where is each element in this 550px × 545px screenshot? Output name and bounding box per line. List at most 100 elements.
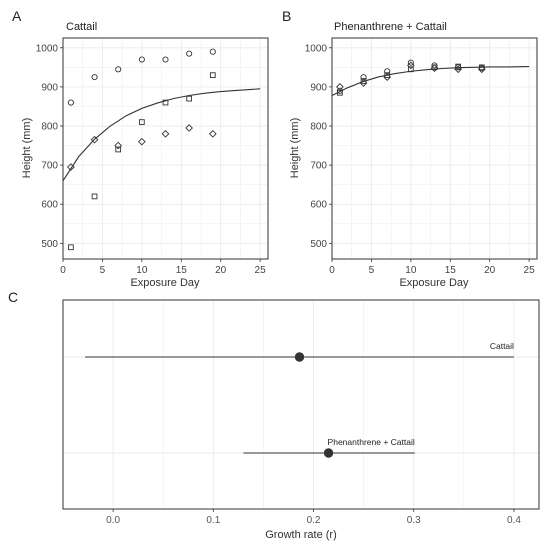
y-tick-label: 700: [310, 161, 327, 172]
x-tick-label: 0: [60, 265, 66, 276]
y-tick-label: 900: [41, 82, 58, 93]
data-point-square: [162, 99, 169, 106]
y-tick-label: 500: [310, 239, 327, 250]
data-point-square: [478, 64, 485, 71]
x-tick-label: 0: [329, 265, 335, 276]
data-point-circle: [67, 99, 74, 106]
y-tick-label: 600: [310, 200, 327, 211]
panel-a-points: [67, 48, 217, 251]
x-tick-label: 0.2: [307, 515, 321, 526]
y-tick-label: 1000: [36, 43, 59, 54]
y-tick-label: 900: [310, 82, 327, 93]
panel-a-ticks: 0 5 10 15 20 25 500 600 700 800 900 1000: [36, 43, 266, 276]
data-point-diamond: [67, 163, 75, 171]
data-point-circle: [162, 56, 169, 63]
y-tick-label: 700: [41, 161, 58, 172]
panel-b: B Phenanthrene + Cattail 0 5 10 15 20 25 500 60…: [282, 8, 538, 289]
data-point-circle: [186, 50, 193, 57]
panel-a-plot-area: [63, 38, 268, 259]
row-label: Cattail: [490, 341, 514, 351]
panel-b-x-axis-label: Exposure Day: [399, 277, 469, 289]
data-point-square: [384, 72, 391, 79]
y-tick-label: 500: [41, 239, 58, 250]
data-point-square: [115, 146, 122, 153]
panel-a: A Cattail 0 5 10 15 20 255006007008009001000 …: [12, 8, 269, 289]
panel-b-y-axis-label: Height (mm): [289, 118, 301, 179]
data-point-circle: [91, 74, 98, 81]
fit-curve: [331, 66, 530, 96]
data-point-diamond: [407, 61, 415, 70]
data-point-diamond: [138, 137, 146, 146]
panel-c-grid: [63, 300, 539, 509]
x-tick-label: 0.0: [106, 515, 120, 526]
x-tick-label: 15: [445, 265, 457, 276]
data-point-diamond: [161, 129, 170, 138]
panel-a-frame: [62, 37, 269, 260]
panel-b-plot-area: [332, 38, 537, 259]
x-tick-label: 10: [405, 265, 417, 276]
panel-b-ticks: 0 5 10 15 20 25 500 600 700 800 900 1000: [305, 43, 535, 276]
data-point-diamond: [359, 79, 368, 87]
x-tick-label: 5: [100, 265, 106, 276]
data-point-square: [138, 119, 145, 125]
panel-a-title: Cattail: [66, 21, 97, 33]
x-tick-label: 15: [176, 265, 188, 276]
data-point-diamond: [90, 135, 99, 144]
data-point-circle: [407, 59, 414, 66]
panel-a-grid: [62, 38, 268, 259]
x-tick-label: 25: [524, 265, 536, 276]
y-tick-label: 1000: [305, 43, 328, 54]
panel-b-fit-curve-group: [331, 66, 530, 96]
x-tick-label: 20: [484, 265, 496, 276]
estimate-point: [323, 448, 334, 458]
panel-a-x-axis-label: Exposure Day: [130, 277, 200, 289]
x-tick-label: 25: [255, 265, 267, 276]
x-tick-label: 5: [369, 265, 375, 276]
data-point-square: [407, 66, 414, 73]
panel-b-points: [336, 59, 486, 96]
data-point-diamond: [454, 65, 462, 74]
x-tick-label: 0.1: [206, 515, 220, 526]
data-point-diamond: [477, 65, 486, 74]
data-point-circle: [138, 56, 145, 63]
x-tick-label: 10: [136, 265, 148, 276]
data-point-circle: [209, 48, 216, 55]
data-point-diamond: [383, 73, 392, 81]
panel-b-grid: [331, 38, 537, 259]
panel-c-x-axis-label: Growth rate (r): [265, 529, 337, 541]
x-tick-label: 0.4: [507, 515, 521, 526]
data-point-square: [68, 244, 74, 251]
data-point-diamond: [208, 129, 217, 138]
panel-a-y-axis-label: Height (mm): [21, 118, 33, 179]
panel-letter-a: A: [12, 8, 22, 24]
panel-b-title: Phenanthrene + Cattail: [334, 21, 447, 33]
estimate-point: [294, 352, 305, 362]
panel-c-ticks: 0.0 0.1 0.2 0.3 0.4: [106, 509, 521, 526]
panel-letter-b: B: [282, 8, 291, 24]
data-point-diamond: [430, 64, 439, 72]
panel-c-frame: [62, 299, 540, 510]
x-tick-label: 0.3: [407, 515, 421, 526]
panel-a-fit-curve-group: [62, 88, 261, 182]
panel-c-estimates: Cattail Phenanthrene + Cattail: [85, 341, 514, 458]
data-point-diamond: [185, 124, 193, 132]
panel-c-plot-area: [63, 300, 539, 509]
fit-curve: [62, 88, 261, 182]
data-point-circle: [115, 66, 122, 73]
panel-b-frame: [331, 37, 538, 260]
data-point-square: [91, 193, 98, 200]
data-point-square: [186, 95, 193, 102]
data-point-square: [455, 63, 462, 70]
y-tick-label: 800: [41, 122, 58, 133]
data-point-square: [360, 78, 367, 84]
panel-letter-c: C: [8, 289, 18, 305]
y-tick-label: 600: [41, 200, 58, 211]
x-tick-label: 20: [215, 265, 227, 276]
row-label: Phenanthrene + Cattail: [328, 437, 415, 447]
data-point-square: [209, 72, 216, 79]
y-tick-label: 800: [310, 122, 327, 133]
data-point-diamond: [336, 83, 344, 91]
data-point-diamond: [114, 141, 123, 150]
